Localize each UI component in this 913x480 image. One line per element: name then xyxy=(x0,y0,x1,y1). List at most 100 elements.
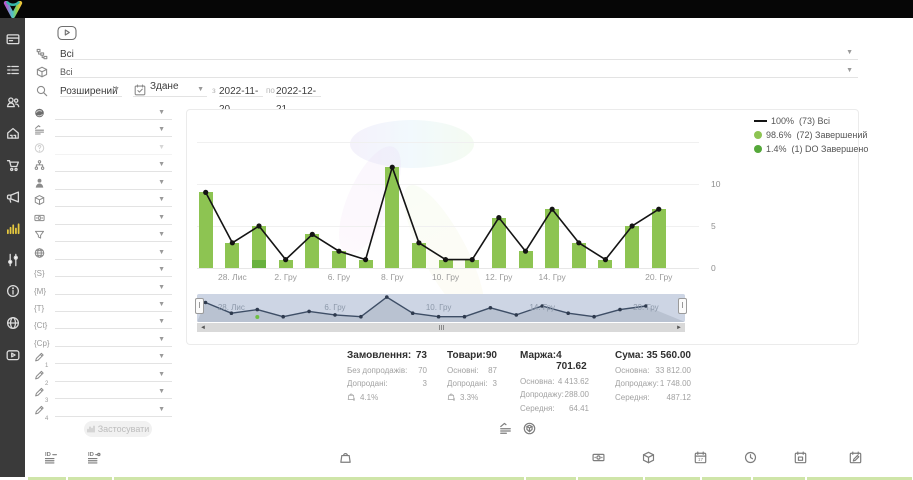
chevron-down-icon: ▼ xyxy=(158,161,165,169)
bar-completed xyxy=(545,209,560,268)
status-filter-select[interactable]: ▼ xyxy=(55,122,172,138)
sidebar-item-integrations[interactable] xyxy=(4,251,21,268)
bar-completed xyxy=(385,167,400,268)
sidebar-item-marketing[interactable] xyxy=(4,188,21,205)
funnel-filter-select[interactable]: ▼ xyxy=(55,227,172,243)
utm-content-filter-select[interactable]: ▼ xyxy=(55,314,172,330)
globe-icon xyxy=(6,316,20,330)
manager-filter-select[interactable]: ▼ xyxy=(55,175,172,190)
sidebar-item-video[interactable] xyxy=(4,346,21,363)
search-icon xyxy=(36,84,48,102)
play-report-button[interactable] xyxy=(56,25,78,41)
stat-title: Сума: xyxy=(615,350,644,361)
country-filter: ▼ xyxy=(34,105,172,120)
chevron-down-icon: ▼ xyxy=(113,86,120,93)
layers-icon xyxy=(34,124,45,135)
country-filter-select[interactable]: ▼ xyxy=(55,105,172,120)
product-filter: ▼ xyxy=(34,192,172,208)
range-handle-left[interactable] xyxy=(195,298,204,314)
range-handle-right[interactable] xyxy=(678,298,687,314)
chevron-down-icon: ▼ xyxy=(158,266,165,274)
stat-column: Сума: 35 560.00 Основна: 33 812.00 Допродажу… xyxy=(615,350,691,402)
chevron-down-icon: ▼ xyxy=(158,248,165,256)
column-products[interactable] xyxy=(339,451,352,464)
source-select-value: Всі xyxy=(60,49,74,60)
sidebar-item-orders[interactable] xyxy=(4,62,21,79)
dot-swatch-icon xyxy=(754,131,762,139)
date-to-input[interactable]: 2022-12-21 xyxy=(276,81,321,115)
calendar-in-icon xyxy=(794,451,807,464)
minimap-label: 6. Гру xyxy=(324,303,346,312)
sidebar-item-dashboard[interactable] xyxy=(4,30,21,47)
chevron-down-icon: ▼ xyxy=(158,126,165,134)
scroll-grip[interactable] xyxy=(436,325,446,330)
date-to-label: по xyxy=(266,86,275,95)
column-delivery-date[interactable] xyxy=(794,451,807,464)
utm-term-filter: {T} ▼ xyxy=(34,297,172,313)
range-minimap[interactable]: 28. Лис 6. Гру 10. Гру 14. Гру 20. Гру xyxy=(195,294,687,322)
bar-completed xyxy=(305,234,320,268)
legend-item-Завершений[interactable]: 98.6% (72) Завершений xyxy=(754,128,868,142)
group-by-product-toggle[interactable] xyxy=(523,422,536,440)
unknown-filter-select[interactable]: ▼ xyxy=(55,140,172,155)
table-row xyxy=(702,477,751,480)
apply-button[interactable]: Застосувати xyxy=(84,421,152,437)
bar-completed xyxy=(252,226,266,260)
column-payment[interactable] xyxy=(592,451,605,464)
site-filter-select[interactable]: ▼ xyxy=(55,245,172,260)
custom-field-2-filter-select[interactable]: ▼ xyxy=(55,367,172,382)
group-by-status-toggle[interactable] xyxy=(499,422,512,440)
column-id[interactable]: ID xyxy=(45,451,58,464)
id-list-icon: ID xyxy=(45,451,58,464)
product-filter-select[interactable]: ▼ xyxy=(55,192,172,208)
table-row xyxy=(645,477,700,480)
users-icon xyxy=(6,95,20,109)
y-tick-label: 5 xyxy=(711,221,716,231)
date-from-input[interactable]: 2022-11-20 xyxy=(219,81,263,115)
bar-completed xyxy=(438,259,453,268)
date-field-select[interactable]: Здане ▼ xyxy=(133,81,207,97)
product-select[interactable]: Всі ▼ xyxy=(60,62,858,78)
table-row xyxy=(753,477,805,480)
cart-icon xyxy=(6,158,20,172)
utm-source-filter: {S} ▼ xyxy=(34,262,172,278)
x-tick-label: 28. Лис xyxy=(217,272,247,282)
payment-filter-select[interactable]: ▼ xyxy=(55,210,172,225)
custom-field-1-filter-select[interactable]: ▼ xyxy=(55,349,172,365)
column-package[interactable] xyxy=(642,451,655,464)
sidebar-item-statistics[interactable] xyxy=(4,220,21,237)
utm-term-filter-select[interactable]: ▼ xyxy=(55,297,172,312)
chevron-down-icon: ▼ xyxy=(158,196,165,204)
sidebar-item-info[interactable] xyxy=(4,283,21,300)
legend-item-DO Завершено[interactable]: 1.4% (1) DO Завершено xyxy=(754,142,868,156)
source-select[interactable]: Всі ▼ xyxy=(60,44,858,60)
line-swatch-icon xyxy=(754,120,767,122)
range-scrollbar[interactable]: ◄ ► xyxy=(197,323,685,332)
legend-item-Всі[interactable]: 100% (73) Всі xyxy=(754,114,868,128)
date-field-value: Здане xyxy=(150,81,179,92)
chevron-down-icon: ▼ xyxy=(158,143,165,151)
gridline xyxy=(197,226,699,227)
column-done-date[interactable] xyxy=(849,451,862,464)
custom-field-3-filter-select[interactable]: ▼ xyxy=(55,384,172,400)
x-tick-label: 8. Гру xyxy=(381,272,404,282)
sidebar-item-site[interactable] xyxy=(4,314,21,331)
utm-campaign-filter-select[interactable]: ▼ xyxy=(55,332,172,347)
utm-source-filter-select[interactable]: ▼ xyxy=(55,262,172,278)
sidebar-item-cart[interactable] xyxy=(4,156,21,173)
column-date[interactable]: 17 xyxy=(694,451,707,464)
column-external-id[interactable]: ID xyxy=(88,451,101,464)
column-time[interactable] xyxy=(744,451,757,464)
sidebar-item-company[interactable] xyxy=(4,125,21,142)
scroll-left-icon[interactable]: ◄ xyxy=(200,324,206,331)
search-mode-select[interactable]: Розширений ▼ xyxy=(60,81,122,97)
pencil-icon xyxy=(34,351,45,362)
utm-medium-filter-select[interactable]: ▼ xyxy=(55,280,172,295)
stat-column: Товари: 90 Основні: 87 Допродані: 3 3.3% xyxy=(447,350,497,402)
product-select-value: Всі xyxy=(60,67,73,77)
custom-field-4-filter-select[interactable]: ▼ xyxy=(55,402,172,417)
structure-filter-select[interactable]: ▼ xyxy=(55,157,172,173)
sidebar-item-customers[interactable] xyxy=(4,93,21,110)
bar-completed xyxy=(358,259,373,268)
scroll-right-icon[interactable]: ► xyxy=(676,324,682,331)
